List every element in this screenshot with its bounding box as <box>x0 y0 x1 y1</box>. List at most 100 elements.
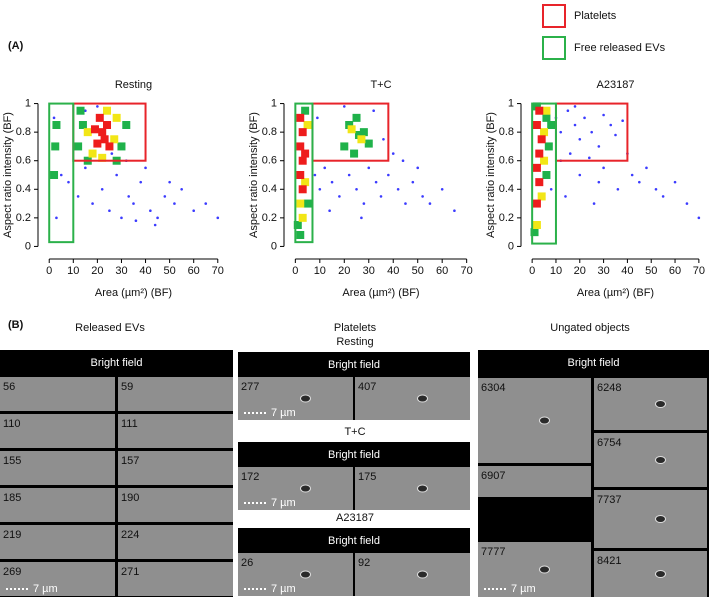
image-cell <box>478 378 591 463</box>
x-tick-label: 50 <box>412 265 424 277</box>
image-cell <box>118 562 233 596</box>
y-tick-label: 0.4 <box>262 183 277 195</box>
cell-id: 269 <box>3 566 21 578</box>
point <box>338 195 341 198</box>
image-cell <box>355 553 470 596</box>
x-tick-label: 30 <box>597 265 609 277</box>
x-tick-label: 0 <box>292 265 298 277</box>
point <box>153 223 157 227</box>
point <box>578 137 582 141</box>
point <box>132 202 135 205</box>
density-cell <box>350 149 359 158</box>
point <box>342 105 346 108</box>
y-tick-label: 0 <box>271 240 277 252</box>
point <box>673 180 677 184</box>
point <box>387 173 390 177</box>
image-cell <box>0 377 115 411</box>
point <box>374 180 378 184</box>
point <box>96 105 99 108</box>
density-cell <box>359 128 368 137</box>
point <box>110 152 114 155</box>
point <box>115 173 118 177</box>
density-cell <box>76 106 85 115</box>
header-bar <box>0 350 233 375</box>
y-tick-label: 0.8 <box>262 126 277 138</box>
chart-title: Resting <box>115 79 152 91</box>
point <box>323 166 327 170</box>
point <box>372 109 375 113</box>
image-cell <box>478 466 591 497</box>
particle <box>655 570 666 578</box>
point <box>139 180 143 184</box>
density-cell <box>296 171 305 179</box>
x-tick-label: 0 <box>46 265 52 277</box>
point <box>661 195 665 198</box>
density-cell <box>98 128 107 137</box>
particle <box>300 394 311 403</box>
y-tick-label: 0.8 <box>16 126 31 138</box>
image-cell <box>0 525 115 559</box>
point <box>616 187 620 191</box>
point <box>180 187 183 191</box>
particle <box>417 570 428 579</box>
x-tick-label: 40 <box>621 265 633 277</box>
x-tick-label: 60 <box>188 265 200 277</box>
chart-title: T+C <box>370 79 391 91</box>
point <box>440 187 444 191</box>
point <box>382 137 385 141</box>
cell-id: 277 <box>241 381 259 393</box>
image-cell <box>118 414 233 448</box>
density-cell <box>340 142 349 151</box>
point <box>416 166 420 170</box>
x-tick-label: 10 <box>550 265 562 277</box>
density-cell <box>535 106 544 115</box>
point <box>360 216 363 220</box>
point <box>573 123 577 127</box>
x-tick-label: 20 <box>574 265 586 277</box>
density-cell <box>296 231 305 239</box>
cell-id: 6248 <box>597 382 621 394</box>
point <box>318 187 322 191</box>
point <box>391 152 395 155</box>
density-cell <box>298 128 307 137</box>
x-tick-label: 60 <box>669 265 681 277</box>
y-tick-label: 0 <box>25 240 31 252</box>
x-tick-label: 40 <box>387 265 399 277</box>
density-cell <box>78 121 87 129</box>
density-cell <box>532 221 541 229</box>
point <box>127 195 130 198</box>
gate <box>531 102 557 245</box>
particle <box>300 570 311 579</box>
particle <box>539 565 550 574</box>
point <box>588 156 591 160</box>
header-bar <box>238 352 470 377</box>
point <box>216 216 220 220</box>
x-tick-label: 70 <box>461 265 473 277</box>
density-cell <box>52 121 61 129</box>
y-tick-label: 0.8 <box>499 126 514 138</box>
x-tick-label: 30 <box>115 265 127 277</box>
y-tick-label: 0.6 <box>262 155 277 167</box>
point <box>421 195 424 198</box>
particle <box>655 400 666 408</box>
cell-id: 110 <box>3 418 21 430</box>
image-cell <box>0 562 115 596</box>
density-cell <box>537 135 546 144</box>
group-title: T+C <box>344 426 365 438</box>
x-axis-label: Area (µm²) (BF) <box>95 287 172 299</box>
cell-id: 6304 <box>481 382 505 394</box>
x-axis-label: Area (µm²) (BF) <box>342 287 419 299</box>
point <box>156 216 159 220</box>
image-cell <box>118 451 233 485</box>
density-cell <box>345 121 354 129</box>
density-cell <box>51 142 60 151</box>
density-cell <box>88 149 97 158</box>
density-cell <box>90 125 99 134</box>
density-cell <box>298 156 307 165</box>
point <box>134 219 138 223</box>
y-tick-label: 0.2 <box>262 212 277 224</box>
legend-swatch <box>542 4 566 28</box>
header-label: Bright field <box>91 357 143 369</box>
density-cell <box>103 106 112 115</box>
point <box>355 187 358 191</box>
